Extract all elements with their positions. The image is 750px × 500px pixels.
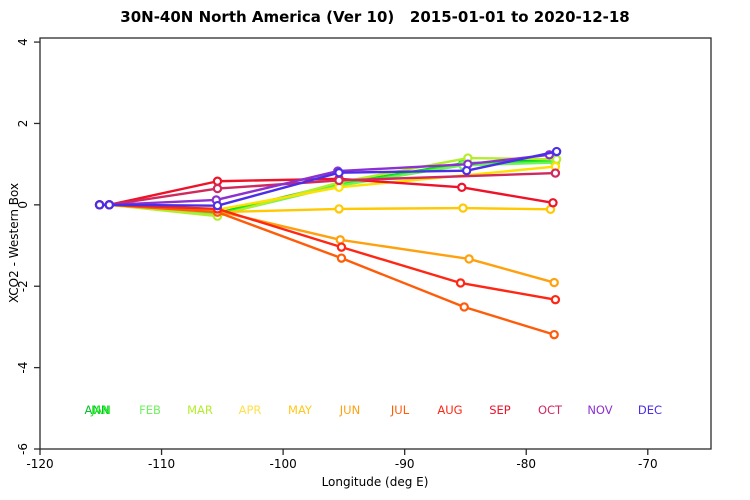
legend-label-ann: ANN: [84, 403, 109, 417]
legend-label-mar: MAR: [187, 403, 213, 417]
series-marker-sep: [212, 176, 223, 186]
series-line-jul: [98, 203, 556, 336]
series-marker-aug: [550, 294, 561, 305]
x-tick-label: -110: [148, 457, 175, 471]
y-axis-label: XCO2 - Western Box: [7, 182, 21, 304]
series-marker-dec: [551, 146, 562, 157]
series-marker-dec: [104, 200, 114, 210]
series-marker-jul: [549, 329, 559, 340]
x-tick-label: -70: [638, 457, 658, 471]
legend-label-apr: APR: [239, 403, 262, 417]
series-marker-jun: [335, 235, 345, 245]
legend-label-jun: JUN: [339, 403, 360, 417]
series-marker-jul: [336, 253, 347, 263]
series-marker-oct: [212, 183, 223, 194]
legend-label-oct: OCT: [538, 403, 563, 417]
legend-label-nov: NOV: [587, 403, 612, 417]
legend-label-dec: DEC: [638, 403, 662, 417]
y-tick-label: -4: [16, 362, 30, 374]
x-tick-label: -90: [395, 457, 415, 471]
series-line-sep: [98, 177, 555, 207]
series-marker-oct: [550, 168, 561, 178]
series-marker-jul: [459, 302, 469, 312]
series-marker-may: [458, 203, 468, 213]
chart-title: 30N-40N North America (Ver 10) 2015-01-0…: [120, 8, 630, 26]
legend-label-feb: FEB: [139, 403, 161, 417]
series-marker-dec: [334, 167, 344, 178]
series-marker-dec: [212, 200, 223, 211]
series-marker-sep: [548, 198, 558, 208]
series-marker-jun: [464, 254, 474, 264]
y-tick-label: 4: [16, 38, 30, 46]
series-marker-dec: [461, 165, 472, 176]
x-tick-label: -100: [269, 457, 296, 471]
series-marker-mar: [551, 154, 562, 164]
x-tick-label: -80: [516, 457, 536, 471]
legend-label-jan: JAN: [90, 403, 111, 417]
legend-label-sep: SEP: [489, 403, 511, 417]
x-tick-label: -120: [26, 457, 53, 471]
series-marker-may: [334, 204, 344, 214]
series-marker-dec: [94, 200, 105, 210]
y-tick-label: 0: [16, 201, 30, 209]
series-marker-sep: [457, 182, 467, 193]
x-axis-label: Longitude (deg E): [321, 475, 429, 489]
y-tick-label: 2: [16, 120, 30, 128]
legend-label-aug: AUG: [437, 403, 462, 417]
legend-label-may: MAY: [288, 403, 313, 417]
y-tick-label: -6: [16, 443, 30, 455]
plot-box: [39, 37, 712, 450]
series-marker-jun: [549, 277, 559, 288]
series-marker-aug: [455, 278, 466, 288]
series-marker-aug: [336, 242, 347, 252]
legend-label-jul: JUL: [390, 403, 410, 417]
series-marker-oct: [334, 175, 344, 186]
y-tick-label: -2: [16, 280, 30, 292]
